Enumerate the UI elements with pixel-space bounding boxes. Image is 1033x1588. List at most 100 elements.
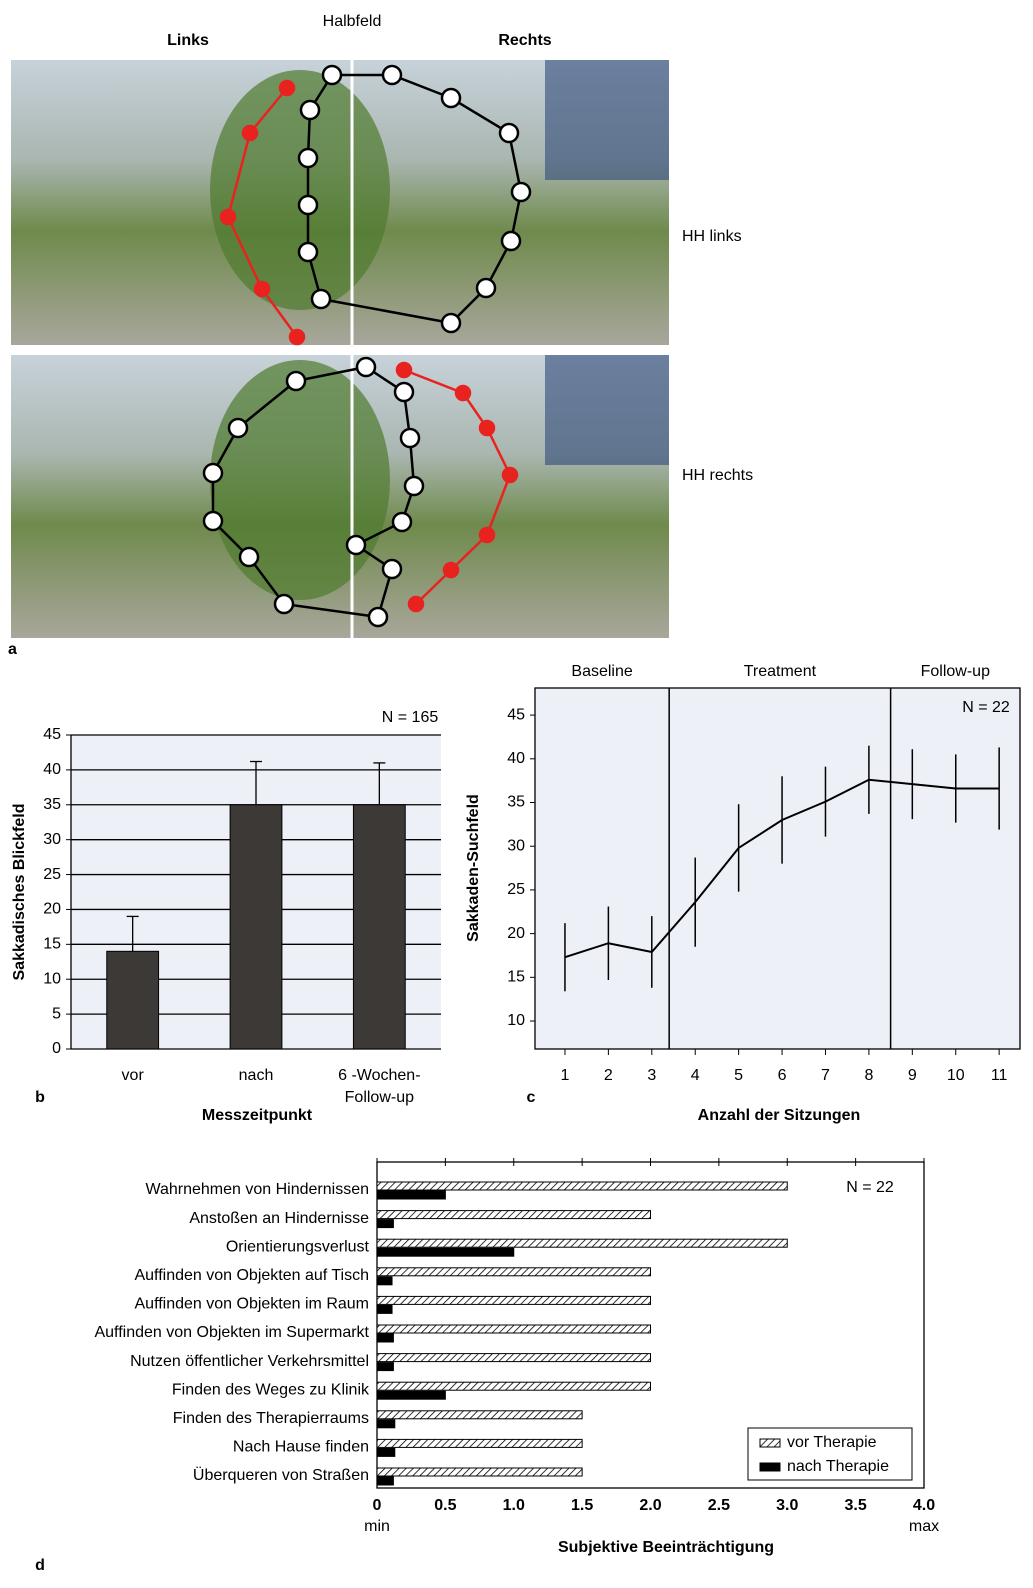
y-tick-label: 5 — [52, 1005, 61, 1022]
plot-area — [534, 687, 1021, 1050]
label: Rechts — [498, 32, 551, 49]
annotation: N = 22 — [846, 1179, 894, 1196]
x-tick-label: 3 — [647, 1067, 656, 1084]
y-tick-label: 45 — [507, 706, 525, 723]
panel-a: Links Halbfeld Rechts HH links HH rechts… — [8, 13, 753, 658]
y-tick-label: 35 — [43, 796, 61, 813]
x-tick-label: 3.0 — [776, 1497, 798, 1514]
y-tick-label: 10 — [507, 1012, 525, 1029]
category-label: Auffinden von Objekten im Supermarkt — [94, 1324, 369, 1341]
y-tick-label: 40 — [507, 750, 525, 767]
bar — [376, 1353, 651, 1363]
bar — [376, 1438, 583, 1448]
bar — [376, 1381, 651, 1391]
label: HH rechts — [682, 467, 753, 484]
y-tick-label: 30 — [43, 831, 61, 848]
annotation: N = 22 — [962, 699, 1010, 716]
legend-label: nach Therapie — [787, 1458, 889, 1475]
photo-detail — [545, 355, 669, 465]
category-label: Auffinden von Objekten auf Tisch — [134, 1267, 369, 1284]
category-label: Nach Hause finden — [233, 1439, 369, 1456]
bar — [229, 804, 283, 1050]
panel-label: b — [35, 1089, 45, 1106]
x-tick-label: 1 — [561, 1067, 570, 1084]
bar — [376, 1362, 394, 1372]
photo-detail — [210, 70, 390, 310]
y-tick-label: 20 — [507, 925, 525, 942]
bar — [376, 1333, 394, 1343]
axis-end-label: min — [364, 1518, 390, 1535]
panel-label: c — [527, 1089, 536, 1106]
photo-detail — [210, 360, 390, 600]
bar — [376, 1390, 446, 1400]
x-tick-label: 4.0 — [913, 1497, 935, 1514]
bar — [376, 1181, 788, 1191]
x-tick-label: 0 — [373, 1497, 382, 1514]
phase-label: Treatment — [744, 663, 817, 680]
category-label: Nutzen öffentlicher Verkehrsmittel — [130, 1353, 369, 1370]
x-tick-label: 1.0 — [503, 1497, 525, 1514]
bar — [376, 1276, 393, 1286]
panel-label: a — [8, 641, 17, 658]
scanpath-black — [202, 64, 532, 628]
y-tick-label: 20 — [43, 901, 61, 918]
axis-end-label: max — [909, 1518, 939, 1535]
legend-label: vor Therapie — [787, 1434, 877, 1451]
x-axis-label: Anzahl der Sitzungen — [698, 1107, 861, 1124]
y-tick-label: 35 — [507, 794, 525, 811]
y-tick-label: 30 — [507, 837, 525, 854]
y-axis-label: Sakkadisches Blickfeld — [11, 804, 28, 981]
bar — [376, 1324, 651, 1334]
bar — [376, 1210, 651, 1220]
x-tick-label: 11 — [991, 1067, 1008, 1084]
label: Links — [167, 32, 209, 49]
bar — [376, 1447, 396, 1457]
category-label: Wahrnehmen von Hindernissen — [145, 1181, 369, 1198]
bar — [376, 1295, 651, 1305]
x-tick-label: 6 — [778, 1067, 787, 1084]
y-axis-label: Sakkaden-Suchfeld — [465, 794, 482, 942]
bar — [352, 804, 406, 1050]
y-tick-label: 10 — [43, 970, 61, 987]
y-tick-label: 45 — [43, 726, 61, 743]
bar — [376, 1219, 394, 1229]
phase-label: Follow-up — [921, 663, 990, 680]
bar — [376, 1267, 651, 1277]
annotation: N = 165 — [382, 709, 439, 726]
x-tick-label: 1.5 — [571, 1497, 593, 1514]
x-tick-label: 7 — [821, 1067, 830, 1084]
x-tick-label: 2.5 — [708, 1497, 730, 1514]
panel-label: d — [35, 1557, 45, 1574]
bar — [376, 1419, 396, 1429]
x-axis-label: Messzeitpunkt — [202, 1107, 313, 1124]
bar — [376, 1238, 788, 1248]
x-tick-label: 5 — [734, 1067, 743, 1084]
y-tick-label: 15 — [507, 969, 525, 986]
y-tick-label: 40 — [43, 761, 61, 778]
y-tick-label: 0 — [52, 1040, 61, 1057]
bar — [376, 1247, 515, 1257]
y-tick-label: 25 — [507, 881, 525, 898]
x-tick-label: 8 — [864, 1067, 873, 1084]
x-tick-label: 9 — [908, 1067, 917, 1084]
y-tick-label: 15 — [43, 936, 61, 953]
y-tick-label: 25 — [43, 866, 61, 883]
x-tick-label: 0.5 — [434, 1497, 456, 1514]
category-label: Auffinden von Objekten im Raum — [135, 1296, 370, 1313]
bar — [376, 1190, 446, 1200]
label: HH links — [682, 228, 742, 245]
legend-swatch — [759, 1462, 781, 1472]
x-tick-label: vor — [122, 1067, 145, 1084]
label: Halbfeld — [323, 13, 382, 30]
photo-detail — [545, 60, 669, 180]
category-label: Orientierungsverlust — [226, 1238, 370, 1255]
x-tick-label: 4 — [691, 1067, 700, 1084]
bar — [106, 950, 160, 1050]
bar — [376, 1476, 394, 1486]
phase-label: Baseline — [571, 663, 632, 680]
bar — [376, 1467, 583, 1477]
scanpath-red — [219, 79, 519, 613]
category-label: Anstoßen an Hindernisse — [189, 1210, 369, 1227]
bar — [376, 1410, 583, 1420]
